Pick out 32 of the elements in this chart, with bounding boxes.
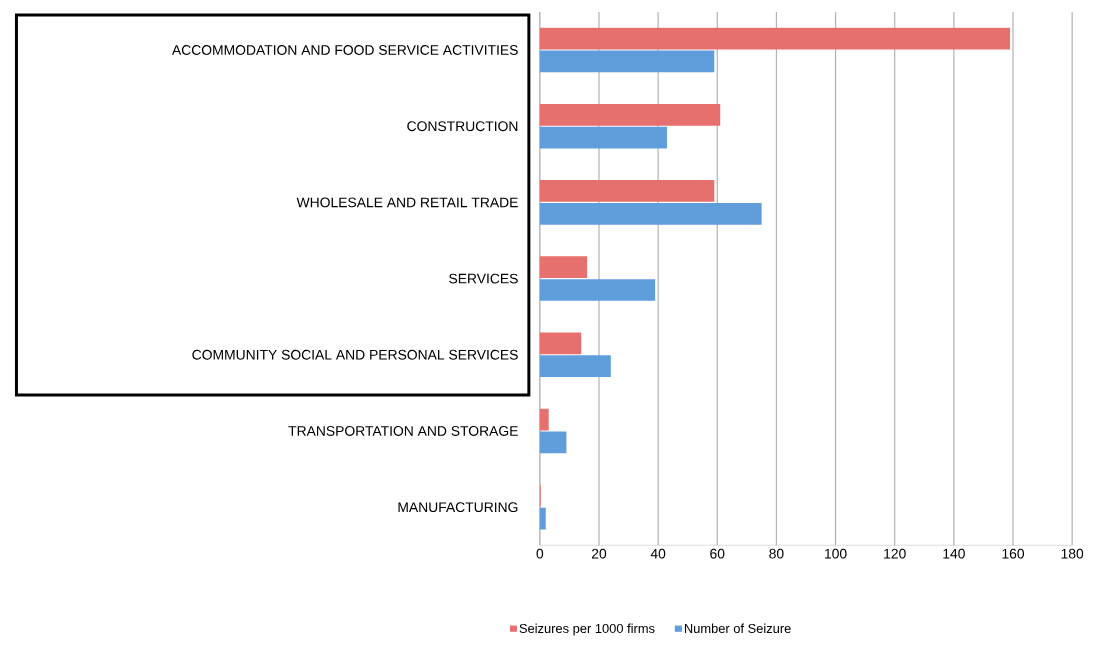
bar	[539, 256, 588, 279]
bar	[539, 104, 721, 126]
x-tick-label: 20	[591, 548, 607, 559]
x-tick-label: 160	[1002, 548, 1025, 559]
y-tick-label: TRANSPORTATION AND STORAGE	[288, 426, 518, 437]
bar	[539, 126, 667, 149]
bar	[539, 408, 549, 431]
x-tick-label: 80	[769, 548, 784, 559]
bar	[539, 203, 762, 225]
x-tick-label: 180	[1061, 548, 1084, 559]
bar	[539, 332, 582, 355]
legend-label: Number of Seizure	[684, 623, 791, 634]
bar	[539, 431, 567, 454]
bar	[539, 355, 611, 378]
legend-label: Seizures per 1000 firms	[519, 623, 655, 636]
x-tick-label: 100	[825, 548, 847, 559]
y-tick-label: COMMUNITY SOCIAL AND PERSONAL SERVICES	[192, 349, 518, 360]
x-tick-label: 60	[710, 548, 725, 559]
x-tick-label: 140	[943, 548, 965, 559]
bar	[539, 279, 656, 302]
y-tick-label: MANUFACTURING	[398, 502, 518, 513]
x-tick-label: 120	[884, 548, 906, 559]
y-tick-label: ACCOMMODATION AND FOOD SERVICE ACTIVITIES	[171, 45, 518, 56]
bar	[539, 50, 715, 73]
y-tick-label: CONSTRUCTION	[407, 121, 518, 132]
y-tick-label: WHOLESALE AND RETAIL TRADE	[296, 197, 518, 208]
bar	[539, 507, 546, 530]
x-tick-label: 40	[650, 548, 666, 559]
y-tick-label: SERVICES	[449, 273, 518, 284]
bar	[539, 180, 715, 202]
bar	[539, 27, 1011, 50]
x-tick-label: 0	[536, 548, 544, 559]
